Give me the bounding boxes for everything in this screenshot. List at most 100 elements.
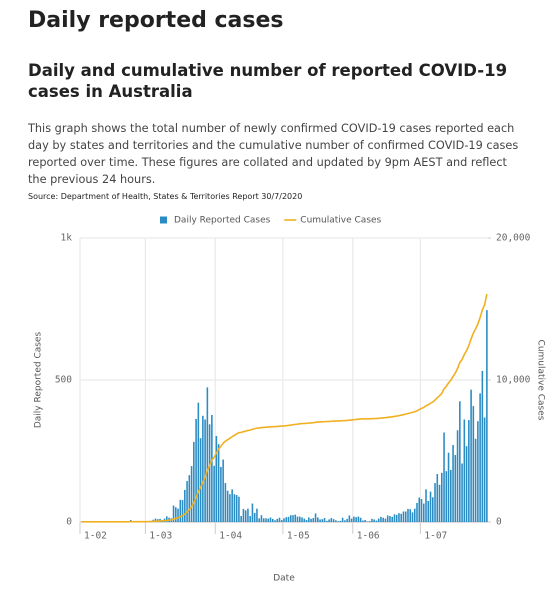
bar	[247, 508, 249, 522]
bar	[314, 513, 317, 522]
bar	[445, 471, 448, 522]
bar	[386, 515, 389, 522]
bar	[413, 508, 416, 522]
bar	[285, 517, 288, 522]
legend-label: Daily Reported Cases	[174, 216, 271, 226]
bar	[256, 508, 258, 522]
source: Source: Department of Health, States & T…	[28, 192, 303, 201]
bar	[346, 518, 348, 522]
y-tick-label: 500	[55, 375, 72, 386]
bar	[461, 463, 463, 522]
bar	[377, 518, 380, 522]
bar	[294, 514, 297, 522]
bar	[335, 520, 337, 522]
bar	[411, 512, 414, 522]
bar	[326, 520, 328, 522]
bar	[454, 454, 457, 522]
legend-swatch	[160, 216, 167, 224]
bar	[186, 481, 188, 522]
bar	[319, 519, 321, 522]
bar	[332, 519, 335, 522]
bar	[438, 484, 441, 522]
bar	[486, 310, 488, 522]
bar	[452, 445, 454, 522]
bar	[217, 444, 220, 522]
bar	[373, 519, 375, 522]
bar	[409, 509, 412, 522]
bar	[353, 516, 355, 522]
bar	[459, 401, 461, 522]
bar	[418, 497, 421, 522]
bar	[195, 418, 197, 522]
bar	[193, 441, 195, 522]
bar	[265, 518, 267, 522]
bar	[204, 419, 206, 522]
bar	[393, 514, 396, 522]
y-axis-label: Daily Reported Cases	[34, 332, 44, 429]
bar	[267, 518, 270, 522]
bar	[222, 459, 224, 522]
bar	[283, 518, 285, 522]
x-tick-label: 1-06	[357, 531, 380, 542]
bar	[278, 517, 281, 522]
bar	[443, 432, 445, 522]
bar	[447, 452, 450, 522]
bar	[213, 465, 215, 522]
bar	[425, 489, 427, 522]
legend-item: Daily Reported Cases	[160, 216, 271, 226]
bar	[321, 519, 324, 522]
bar	[310, 518, 312, 522]
bar	[181, 500, 184, 522]
bar	[477, 421, 479, 522]
bar	[289, 515, 292, 522]
y2-axis-label: Cumulative Cases	[536, 340, 546, 421]
bar	[350, 518, 353, 522]
y-tick-label: 0	[66, 517, 72, 528]
bar	[251, 503, 254, 522]
bar	[199, 438, 202, 522]
bar	[375, 520, 378, 522]
chart: Date Daily Reported Cases Cumulative Cas…	[34, 216, 546, 584]
bar	[474, 438, 477, 522]
bar	[249, 516, 251, 522]
bar	[429, 491, 432, 522]
bar	[328, 519, 330, 522]
bar	[172, 505, 175, 522]
bar	[211, 414, 213, 522]
bar	[407, 508, 409, 522]
bar	[238, 496, 240, 522]
bar	[280, 520, 283, 522]
bar	[177, 508, 179, 522]
bar	[206, 387, 209, 522]
y2-tick-label: 20,000	[496, 233, 531, 244]
bar	[364, 520, 366, 522]
bar	[244, 510, 247, 522]
x-tick-label: 1-04	[219, 531, 242, 542]
bar	[468, 420, 470, 522]
bar	[202, 415, 204, 522]
line	[81, 293, 488, 523]
x-tick-label: 1-02	[84, 531, 107, 542]
bar	[366, 521, 369, 522]
bar	[389, 516, 391, 522]
y2-tick-label: 0	[496, 517, 502, 528]
bar	[231, 489, 233, 522]
bar	[400, 513, 403, 522]
bar	[317, 517, 319, 522]
bar	[470, 389, 472, 522]
bar	[339, 520, 342, 522]
page-title: Daily reported cases	[28, 8, 284, 33]
bar	[463, 419, 466, 522]
legend-label: Cumulative Cases	[300, 216, 381, 226]
bar	[368, 521, 371, 522]
bar	[215, 435, 218, 522]
bar	[220, 466, 222, 522]
bar	[305, 520, 308, 522]
bar	[436, 474, 439, 522]
bar	[348, 515, 351, 522]
bar	[235, 495, 238, 522]
bar	[260, 515, 263, 522]
bar	[382, 517, 384, 522]
bar	[323, 518, 326, 522]
legend-item: Cumulative Cases	[284, 216, 382, 226]
